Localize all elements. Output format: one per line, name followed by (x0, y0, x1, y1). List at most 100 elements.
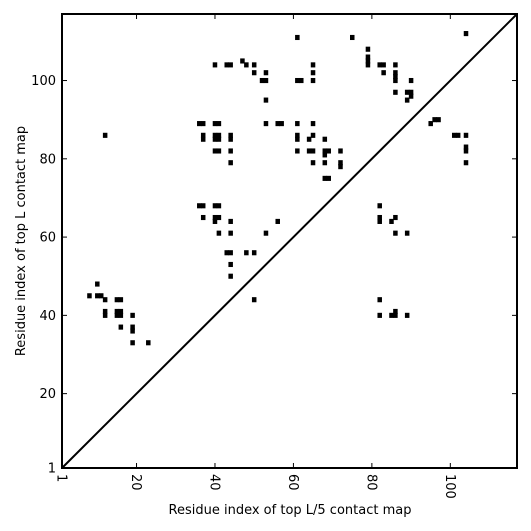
contact-point (377, 297, 382, 303)
contact-point (310, 132, 316, 138)
contact-point (310, 121, 316, 127)
y-tick-labels: 1 20 40 60 80 100 (31, 74, 56, 476)
contact-point (322, 148, 328, 154)
contact-point (393, 230, 398, 236)
contact-point (216, 214, 222, 221)
contact-point (216, 148, 222, 154)
contact-point (130, 340, 135, 346)
contact-point (463, 132, 469, 138)
contact-point (275, 218, 280, 224)
contact-point (310, 70, 316, 76)
contact-point (228, 250, 233, 256)
contact-point (322, 136, 328, 142)
contact-point (216, 132, 222, 138)
x-tick-label: 20 (128, 474, 143, 491)
contact-point (114, 297, 120, 303)
contact-point (404, 230, 410, 236)
contact-point (228, 230, 233, 236)
contact-point (263, 77, 269, 84)
contact-point (263, 70, 269, 76)
contact-point (146, 340, 151, 346)
contact-point (393, 308, 398, 314)
contact-point (251, 250, 257, 256)
contact-point (389, 218, 394, 224)
contact-point (310, 62, 316, 68)
contact-point (432, 117, 437, 123)
contact-point (263, 97, 269, 103)
contact-point (200, 203, 206, 209)
contact-point (295, 34, 300, 41)
contact-point (306, 148, 312, 154)
contact-point (338, 148, 343, 154)
contact-point (275, 121, 280, 127)
contact-point (393, 214, 398, 221)
contact-point (404, 97, 410, 103)
contact-point (244, 62, 249, 68)
contact-point (393, 74, 398, 80)
contact-point (102, 308, 108, 314)
contact-point (228, 62, 233, 68)
contact-point (114, 312, 120, 318)
contact-point (200, 121, 206, 127)
contact-point (365, 54, 371, 60)
y-tick-label: 80 (39, 152, 56, 167)
contact-point (263, 121, 269, 127)
contact-point (377, 312, 382, 318)
contact-point (102, 312, 108, 318)
contact-point (228, 132, 233, 138)
x-tick-label: 100 (442, 474, 457, 499)
contact-point (251, 70, 257, 76)
contact-point (428, 121, 433, 127)
contact-point (212, 62, 218, 68)
contact-point (338, 164, 343, 170)
contact-point (381, 62, 386, 68)
contact-point (393, 77, 398, 84)
contact-point (212, 121, 218, 127)
contact-point (114, 308, 120, 314)
contact-point (377, 203, 382, 209)
contact-point (365, 58, 371, 64)
contact-point (118, 297, 124, 303)
contact-point (228, 261, 233, 268)
x-tick-labels: 1 20 40 60 80 100 (53, 474, 456, 499)
y-tick-label: 60 (39, 231, 56, 246)
contact-point (322, 152, 328, 158)
contact-point (451, 132, 457, 138)
contact-point (200, 136, 206, 142)
contact-point (295, 136, 300, 142)
contact-point (455, 132, 461, 138)
contact-point (377, 62, 382, 68)
contact-point (365, 46, 371, 52)
contact-point (228, 273, 233, 279)
contact-point (404, 312, 410, 318)
contact-point (98, 293, 104, 299)
contact-point (87, 293, 92, 299)
contact-point (130, 328, 135, 334)
contact-point (212, 218, 218, 224)
contact-point (216, 121, 222, 127)
contact-point (408, 93, 414, 99)
contact-point (118, 312, 124, 318)
contact-point (295, 77, 300, 84)
contact-point (326, 148, 331, 154)
contact-point (212, 132, 218, 138)
contact-point (102, 132, 108, 138)
contact-point (299, 77, 304, 84)
plot-frame (61, 13, 518, 469)
contact-point (95, 281, 100, 287)
contact-point (436, 117, 441, 123)
contact-point (212, 203, 218, 209)
contact-point (224, 250, 229, 256)
contact-point (95, 293, 100, 299)
contact-point (393, 312, 398, 318)
contact-point (228, 160, 233, 166)
contact-point (295, 121, 300, 127)
contact-point (228, 148, 233, 154)
contact-point (130, 324, 135, 330)
y-tick-label: 40 (39, 309, 56, 324)
contact-point (338, 160, 343, 166)
contact-point (389, 312, 394, 318)
contact-point (350, 34, 355, 41)
contact-point (197, 203, 202, 209)
